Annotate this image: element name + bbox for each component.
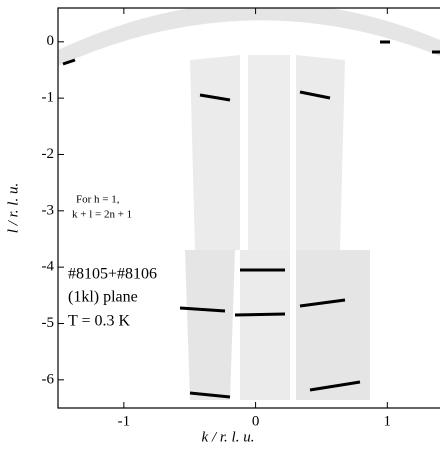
bright-reflections (62, 40, 440, 399)
plot-frame (57, 7, 440, 409)
y-tick-label: -3 (42, 202, 55, 218)
y-tick-label: -6 (42, 371, 55, 387)
annotation: #8105+#8106 (68, 266, 157, 283)
annotation: T = 0.3 K (68, 313, 131, 330)
intensity-region (185, 250, 235, 400)
y-tick-label: -4 (42, 259, 55, 275)
intensity-region (240, 250, 290, 400)
x-tick-label: -1 (118, 413, 131, 429)
annotation: k + l = 2n + 1 (72, 209, 132, 221)
y-tick-label: -2 (42, 146, 55, 162)
intensity-region (296, 250, 370, 400)
annotation: (1kl) plane (68, 289, 138, 306)
y-tick-label: 0 (47, 33, 55, 49)
annotation: For h = 1, (76, 194, 120, 206)
intensity-region (190, 55, 240, 250)
x-tick-label: 0 (252, 413, 260, 429)
y-tick-label: -5 (42, 315, 55, 331)
y-axis-label: l / r. l. u. (5, 183, 21, 233)
x-axis-label: k / r. l. u. (202, 429, 255, 445)
x-tick-label: 1 (384, 413, 392, 429)
intensity-region (248, 55, 290, 250)
intensity-region (296, 55, 345, 250)
intensity-region (58, 8, 440, 66)
intensity-map (58, 8, 440, 400)
y-tick-label: -1 (42, 90, 55, 106)
